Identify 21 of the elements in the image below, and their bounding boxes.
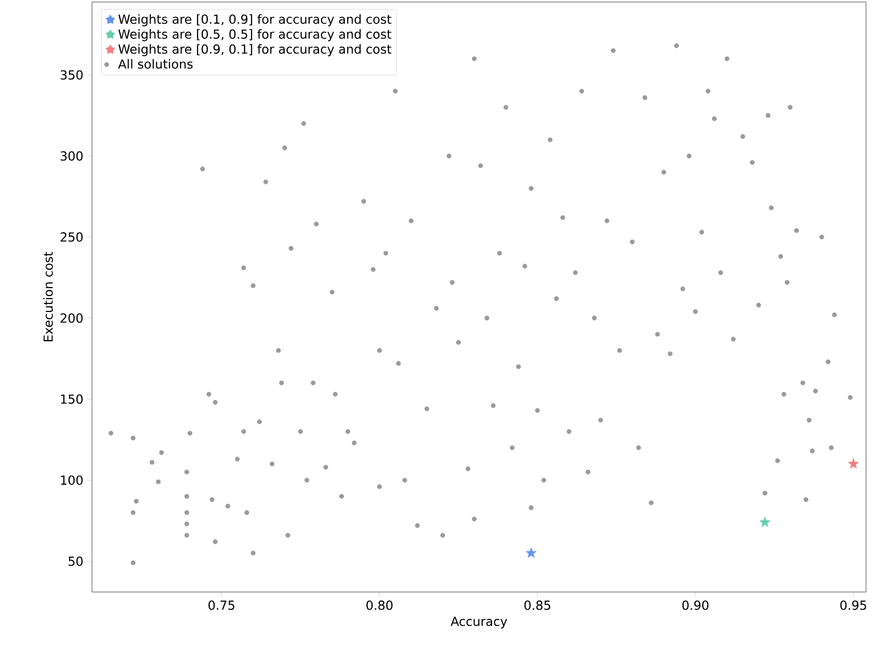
point: [525, 547, 537, 558]
x-tick-label: 0.80: [366, 600, 393, 610]
x-tick-label: 0.85: [524, 600, 550, 610]
y-tick-label: 50: [68, 556, 83, 566]
legend-label: Weights are [0.1, 0.9] for accuracy and cost: [118, 14, 392, 26]
legend-label: Weights are [0.5, 0.5] for accuracy and cost: [118, 29, 392, 42]
x-tick-label: 0.90: [682, 600, 708, 610]
y-tick-label: 200: [60, 313, 83, 323]
y-tick-label: 300: [60, 151, 83, 161]
legend-label: Weights are [0.9, 0.1] for accuracy and cost: [118, 44, 392, 56]
y-tick-label: 150: [61, 394, 83, 404]
y-tick-label: 350: [60, 70, 83, 80]
y-axis-title: Execution cost: [43, 252, 53, 342]
x-tick-label: 0.95: [840, 600, 866, 610]
y-tick-label: 100: [61, 475, 83, 485]
point: [759, 516, 771, 528]
legend-label: All solutions: [118, 59, 193, 69]
y-tick-label: 250: [60, 232, 83, 242]
point: [848, 458, 860, 469]
x-axis-title: Accuracy: [450, 616, 508, 628]
x-tick-label: 0.75: [208, 600, 234, 610]
